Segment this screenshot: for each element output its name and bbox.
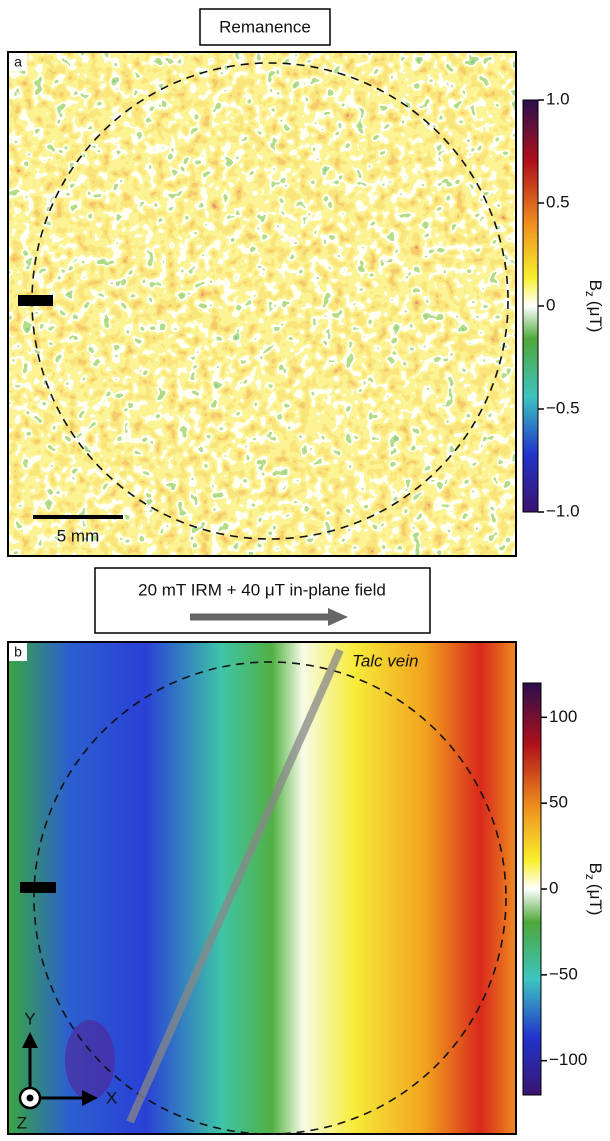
map-feature bbox=[65, 1020, 115, 1100]
axis-label: Y bbox=[24, 1009, 35, 1028]
axis-arrow-head bbox=[22, 1032, 38, 1048]
label-main: B bbox=[586, 280, 605, 291]
panel-letter: b bbox=[14, 644, 22, 660]
label-unit: (μT) bbox=[586, 301, 605, 333]
annotation: Talc vein bbox=[352, 651, 418, 670]
axis-arrow-head bbox=[82, 1090, 98, 1106]
colorbar-tick-label: −100 bbox=[549, 1050, 587, 1069]
colorbar-tick-label: 1.0 bbox=[546, 89, 570, 108]
panel-title: 20 mT IRM + 40 μT in-plane field bbox=[138, 580, 386, 599]
label-main: B bbox=[586, 863, 605, 874]
label-sub: z bbox=[583, 291, 597, 297]
letter-box bbox=[9, 643, 27, 661]
colorbar-tick-label: 0 bbox=[546, 295, 555, 314]
colorbar bbox=[522, 99, 539, 513]
letter-box bbox=[9, 53, 27, 71]
field-arrow-head bbox=[328, 608, 348, 626]
title-box bbox=[94, 567, 431, 634]
panel-letter: a bbox=[14, 54, 22, 70]
sample-outline bbox=[33, 661, 507, 1135]
orientation-marker bbox=[20, 882, 56, 893]
axis-label: X bbox=[106, 1088, 117, 1107]
label-sub: z bbox=[583, 874, 597, 880]
colorbar-label: Bz (μT) bbox=[583, 863, 605, 916]
colorbar-tick-label: −1.0 bbox=[546, 501, 580, 520]
map-image bbox=[8, 52, 516, 556]
colorbar-tick-label: −0.5 bbox=[546, 398, 580, 417]
colorbar-tick-label: 0 bbox=[549, 878, 558, 897]
axis-label: Z bbox=[17, 1113, 27, 1132]
panel-title: Remanence bbox=[219, 17, 311, 36]
colorbar-tick-label: 50 bbox=[549, 793, 568, 812]
map-frame bbox=[7, 51, 517, 557]
colorbar-tick-label: 100 bbox=[549, 707, 577, 726]
talc-vein bbox=[126, 648, 344, 1124]
title-box bbox=[199, 8, 331, 46]
orientation-marker bbox=[18, 295, 53, 306]
colorbar-tick-label: 0.5 bbox=[546, 192, 570, 211]
colorbar bbox=[522, 682, 542, 1096]
axis-out-dot bbox=[26, 1094, 34, 1102]
scale-label: 5 mm bbox=[57, 526, 100, 545]
label-unit: (μT) bbox=[586, 884, 605, 916]
colorbar-tick-label: −50 bbox=[549, 964, 578, 983]
colorbar-label: Bz (μT) bbox=[583, 280, 605, 333]
